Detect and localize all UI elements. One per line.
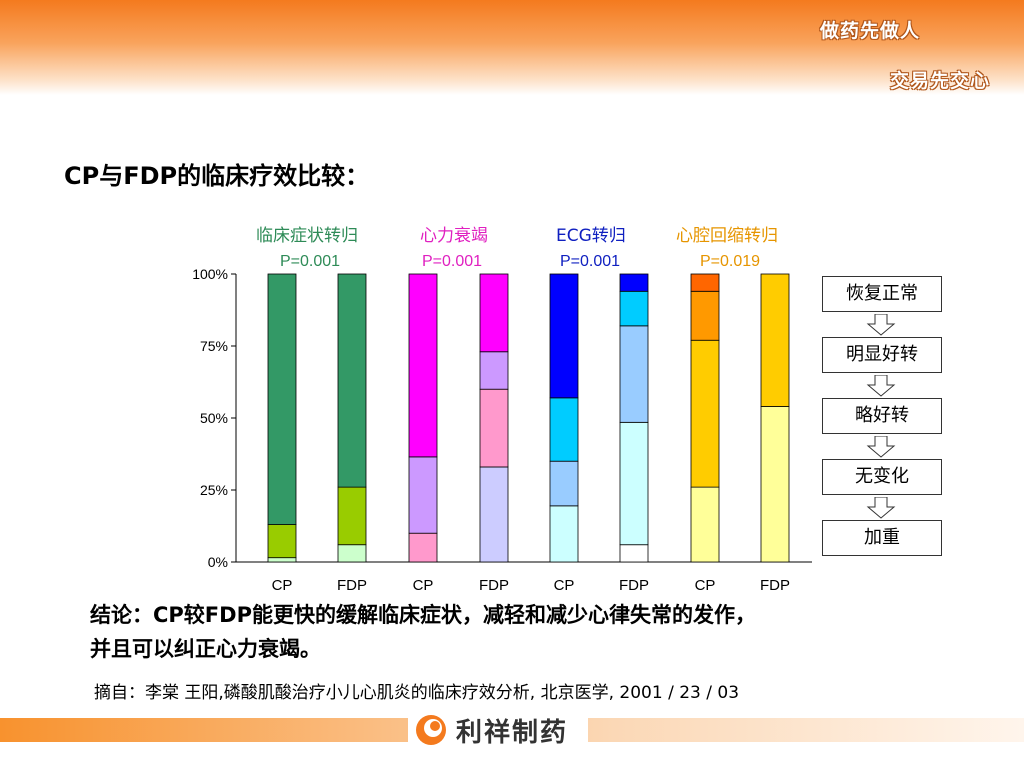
group-p-chamber: P=0.019 [700, 253, 761, 270]
legend-marked-improvement: 明显好转 [822, 337, 942, 373]
x-tick-label: FDP [337, 577, 367, 594]
y-tick-label: 0% [208, 554, 228, 570]
down-arrow-icon [866, 314, 896, 336]
slogan-top: 做药先做人 [820, 20, 921, 42]
x-tick-label: CP [272, 577, 293, 594]
citation: 摘自：李棠 王阳,磷酸肌酸治疗小儿心肌炎的临床疗效分析, 北京医学, 2001 … [94, 683, 740, 703]
down-arrow-icon [866, 436, 896, 458]
bar-segment [267, 557, 297, 563]
bar-segment [408, 273, 438, 458]
bar-segment [549, 273, 579, 399]
bar-segment [337, 486, 367, 546]
bar-segment [408, 532, 438, 563]
axis-layer [231, 273, 812, 563]
group-label-heart-failure: 心力衰竭 [420, 226, 488, 246]
group-label-chamber: 心腔回缩转归 [676, 226, 778, 246]
bar-segment [619, 325, 649, 423]
bar-segment [690, 273, 720, 292]
bar-segment [337, 544, 367, 563]
logo-swirl-icon [416, 715, 446, 745]
x-tick-label: FDP [479, 577, 509, 594]
group-label-symptom: 临床症状转归 [256, 226, 358, 246]
bar-segment [760, 273, 790, 407]
x-tick-label: CP [554, 577, 575, 594]
bar-segment [760, 406, 790, 563]
bar-segment [619, 290, 649, 327]
y-tick-label: 50% [200, 410, 228, 426]
bar-segment [619, 544, 649, 563]
bar-segment [549, 505, 579, 563]
slogan-bottom: 交易先交心 [890, 70, 991, 92]
bar-segment [549, 460, 579, 507]
conclusion-line-1: 结论：CP较FDP能更快的缓解临床症状，减轻和减少心律失常的发作， [90, 603, 756, 627]
bar-segment [690, 339, 720, 488]
label-layer: 0% 25% 50% 75% 100% CP FDP CP FDP CP FDP CP FDP [192, 266, 790, 594]
legend-recovered: 恢复正常 [822, 276, 942, 312]
group-p-ecg: P=0.001 [560, 253, 621, 270]
legend-slight-improvement: 略好转 [822, 398, 942, 434]
bar-segment [479, 466, 509, 563]
bar-segment [479, 351, 509, 390]
logo-text: 利祥制药 [456, 717, 569, 748]
bar-segment [408, 456, 438, 534]
bar-segment [690, 290, 720, 341]
group-label-ecg: ECG转归 [556, 226, 626, 246]
bar-segment [619, 273, 649, 292]
conclusion-line-2: 并且可以纠正心力衰竭。 [90, 637, 321, 661]
bar-segment [479, 388, 509, 468]
company-logo: 利祥制药 [408, 704, 588, 756]
x-tick-label: CP [695, 577, 716, 594]
bar-segment [549, 397, 579, 462]
bar-segment [619, 421, 649, 546]
x-tick-label: FDP [760, 577, 790, 594]
x-tick-label: CP [413, 577, 434, 594]
legend-no-change: 无变化 [822, 459, 942, 495]
page-title: CP与FDP的临床疗效比较： [64, 162, 370, 190]
y-tick-label: 75% [200, 338, 228, 354]
y-tick-label: 25% [200, 482, 228, 498]
group-p-symptom: P=0.001 [280, 253, 341, 270]
bar-segment [479, 273, 509, 353]
bar-segment [267, 273, 297, 525]
bar-segment [690, 486, 720, 563]
bar-segment [337, 273, 367, 488]
x-tick-label: FDP [619, 577, 649, 594]
bar-segment [267, 524, 297, 559]
legend-worsened: 加重 [822, 520, 942, 556]
group-p-heart-failure: P=0.001 [422, 253, 483, 270]
header-band [0, 0, 1024, 95]
down-arrow-icon [866, 497, 896, 519]
conclusion: 结论：CP较FDP能更快的缓解临床症状，减轻和减少心律失常的发作， 并且可以纠正… [90, 598, 990, 666]
bar-layer [267, 273, 790, 563]
y-tick-label: 100% [192, 266, 228, 282]
down-arrow-icon [866, 375, 896, 397]
